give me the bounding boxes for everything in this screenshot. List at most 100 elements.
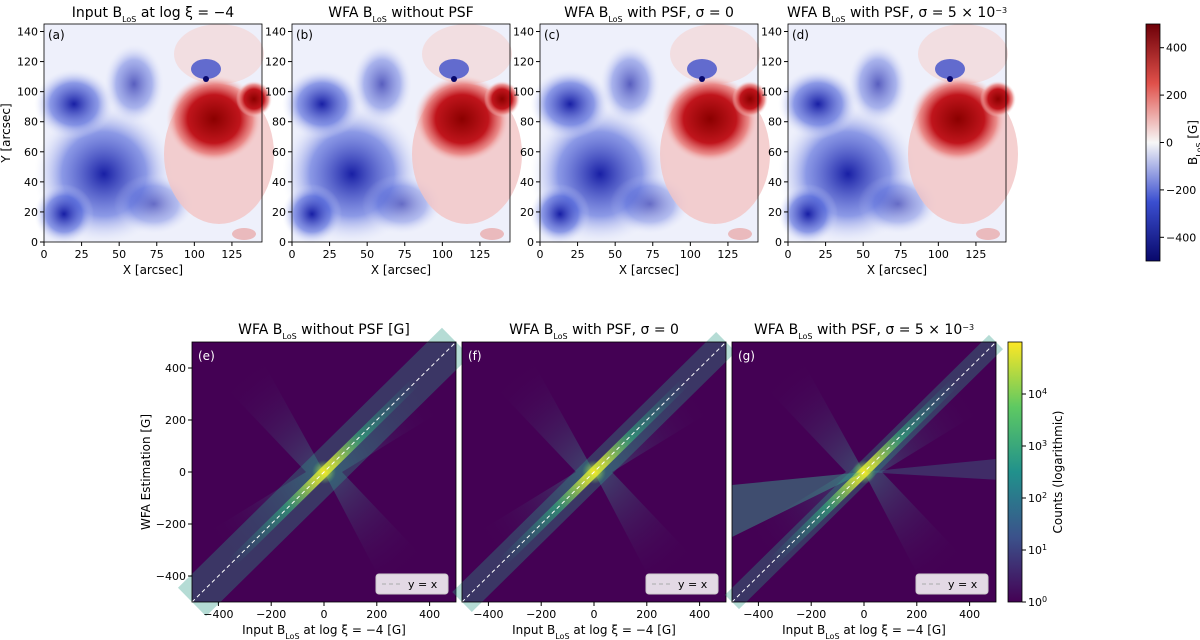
y-tick-label: 0 <box>179 466 186 479</box>
map-image <box>778 24 1018 244</box>
y-tick-label: 20 <box>24 206 38 219</box>
scatter-panel: WFA BLoS without PSF [G] (e) y = x −400 −200… <box>139 322 471 640</box>
legend-box <box>915 573 989 595</box>
colorbar-tick-label: 0 <box>1166 137 1173 150</box>
legend: y = x <box>645 573 719 595</box>
bottom-row-scatter: WFA BLoS without PSF [G] (e) y = x −400 −200… <box>139 322 1065 640</box>
panel-title: WFA BLoS with PSF, σ = 5 × 10−3 <box>787 5 1007 24</box>
legend-label: y = x <box>948 578 978 591</box>
panel-label: (a) <box>48 28 65 42</box>
y-tick-label: 60 <box>24 146 38 159</box>
map-frame <box>539 23 759 243</box>
identity-line <box>731 341 997 603</box>
x-tick-label: 25 <box>323 248 337 261</box>
panel-label: (c) <box>544 28 560 42</box>
x-tick-label: 125 <box>469 248 490 261</box>
x-tick-label: 0 <box>289 248 296 261</box>
y-tick-label: 0 <box>31 236 38 249</box>
y-tick-label: 120 <box>761 56 782 69</box>
y-tick-label: 0 <box>775 236 782 249</box>
x-tick-label: 0 <box>41 248 48 261</box>
colorbar-blos: 400 200 0 −200 −400 BLoS [G] <box>1145 23 1200 262</box>
y-tick-label: 100 <box>761 86 782 99</box>
legend-label: y = x <box>408 578 438 591</box>
colorbar-tick-label: 400 <box>1166 42 1187 55</box>
y-tick-label: −400 <box>156 570 186 583</box>
density-lobe-left <box>732 472 864 537</box>
x-tick-label: 25 <box>571 248 585 261</box>
colorbar-gradient <box>1007 341 1023 603</box>
x-tick-label: 100 <box>680 248 701 261</box>
y-tick-label: 40 <box>768 176 782 189</box>
x-tick-label: 50 <box>856 248 870 261</box>
x-tick-label: −400 <box>203 608 233 621</box>
y-tick-label: 140 <box>17 26 38 39</box>
map-panel: WFA BLoS without PSF (b) 0 25 50 75 100 125 0 20 4… <box>265 5 522 277</box>
legend-box <box>645 573 719 595</box>
panel-label: (b) <box>296 28 313 42</box>
colorbar-tick-label: −200 <box>1166 184 1196 197</box>
x-tick-label: −400 <box>743 608 773 621</box>
y-tick-label: 140 <box>265 26 286 39</box>
x-tick-label: 0 <box>537 248 544 261</box>
y-tick-label: 120 <box>265 56 286 69</box>
colorbar-label: Counts (logarithmic) <box>1051 411 1065 534</box>
colorbar-tick-label: 103 <box>1028 439 1047 454</box>
y-tick-label: 60 <box>768 146 782 159</box>
y-tick-label: 120 <box>17 56 38 69</box>
y-tick-label: 80 <box>768 116 782 129</box>
panel-label: (e) <box>198 349 215 363</box>
y-tick-label: 40 <box>24 176 38 189</box>
colorbar-label: BLoS [G] <box>1186 120 1200 165</box>
y-tick-label: 80 <box>272 116 286 129</box>
x-axis-label: Input BLoS at log ξ = −4 [G] <box>242 623 406 640</box>
x-tick-label: 0 <box>591 608 598 621</box>
colorbar-tick-label: 104 <box>1028 387 1047 402</box>
map-image <box>34 24 274 244</box>
x-tick-label: 75 <box>398 248 412 261</box>
map-frame <box>43 23 263 243</box>
legend: y = x <box>375 573 449 595</box>
panel-title: WFA BLoS with PSF, σ = 0 <box>564 5 734 24</box>
y-tick-label: 60 <box>520 146 534 159</box>
panel-title: WFA BLoS without PSF <box>328 5 473 24</box>
x-axis-label: X [arcsec] <box>867 263 927 277</box>
colorbar-tick-label: 200 <box>1166 89 1187 102</box>
y-tick-label: 60 <box>272 146 286 159</box>
x-tick-label: 125 <box>965 248 986 261</box>
x-tick-label: 50 <box>608 248 622 261</box>
y-tick-label: 20 <box>520 206 534 219</box>
x-tick-label: 0 <box>321 608 328 621</box>
y-tick-label: 100 <box>513 86 534 99</box>
panel-title: WFA BLoS with PSF, σ = 5 × 10−3 <box>754 322 974 341</box>
x-tick-label: 75 <box>894 248 908 261</box>
map-frame <box>291 23 511 243</box>
x-tick-label: 100 <box>432 248 453 261</box>
x-tick-label: 200 <box>636 608 657 621</box>
map-image <box>530 24 770 244</box>
x-tick-label: 25 <box>819 248 833 261</box>
x-tick-label: −400 <box>473 608 503 621</box>
map-image <box>282 24 522 244</box>
x-axis-label: X [arcsec] <box>619 263 679 277</box>
map-panel: Input BLoS at log ξ = −4 (a) 0 25 50 75 100 125… <box>0 5 274 277</box>
panel-label: (f) <box>468 349 482 363</box>
panel-title: WFA BLoS without PSF [G] <box>238 322 410 341</box>
colorbar-tick-label: 102 <box>1028 491 1047 506</box>
scatter-panel: WFA BLoS with PSF, σ = 0 (f) y = x −400 −200… <box>452 322 736 640</box>
x-tick-label: 125 <box>221 248 242 261</box>
panel-label: (g) <box>738 349 755 363</box>
y-tick-label: 20 <box>272 206 286 219</box>
x-tick-label: 50 <box>360 248 374 261</box>
y-axis-label: WFA Estimation [G] <box>139 414 153 530</box>
x-tick-label: 75 <box>150 248 164 261</box>
map-panel: WFA BLoS with PSF, σ = 0 (c) 0 25 50 75 100 125… <box>513 5 770 277</box>
x-axis-label: Input BLoS at log ξ = −4 [G] <box>782 623 946 640</box>
x-tick-label: 125 <box>717 248 738 261</box>
scatter-panel: WFA BLoS with PSF, σ = 5 × 10−3 (g) y = x −… <box>724 322 1004 640</box>
legend: y = x <box>915 573 989 595</box>
y-tick-label: 100 <box>265 86 286 99</box>
x-tick-label: −200 <box>526 608 556 621</box>
x-tick-label: 400 <box>419 608 440 621</box>
